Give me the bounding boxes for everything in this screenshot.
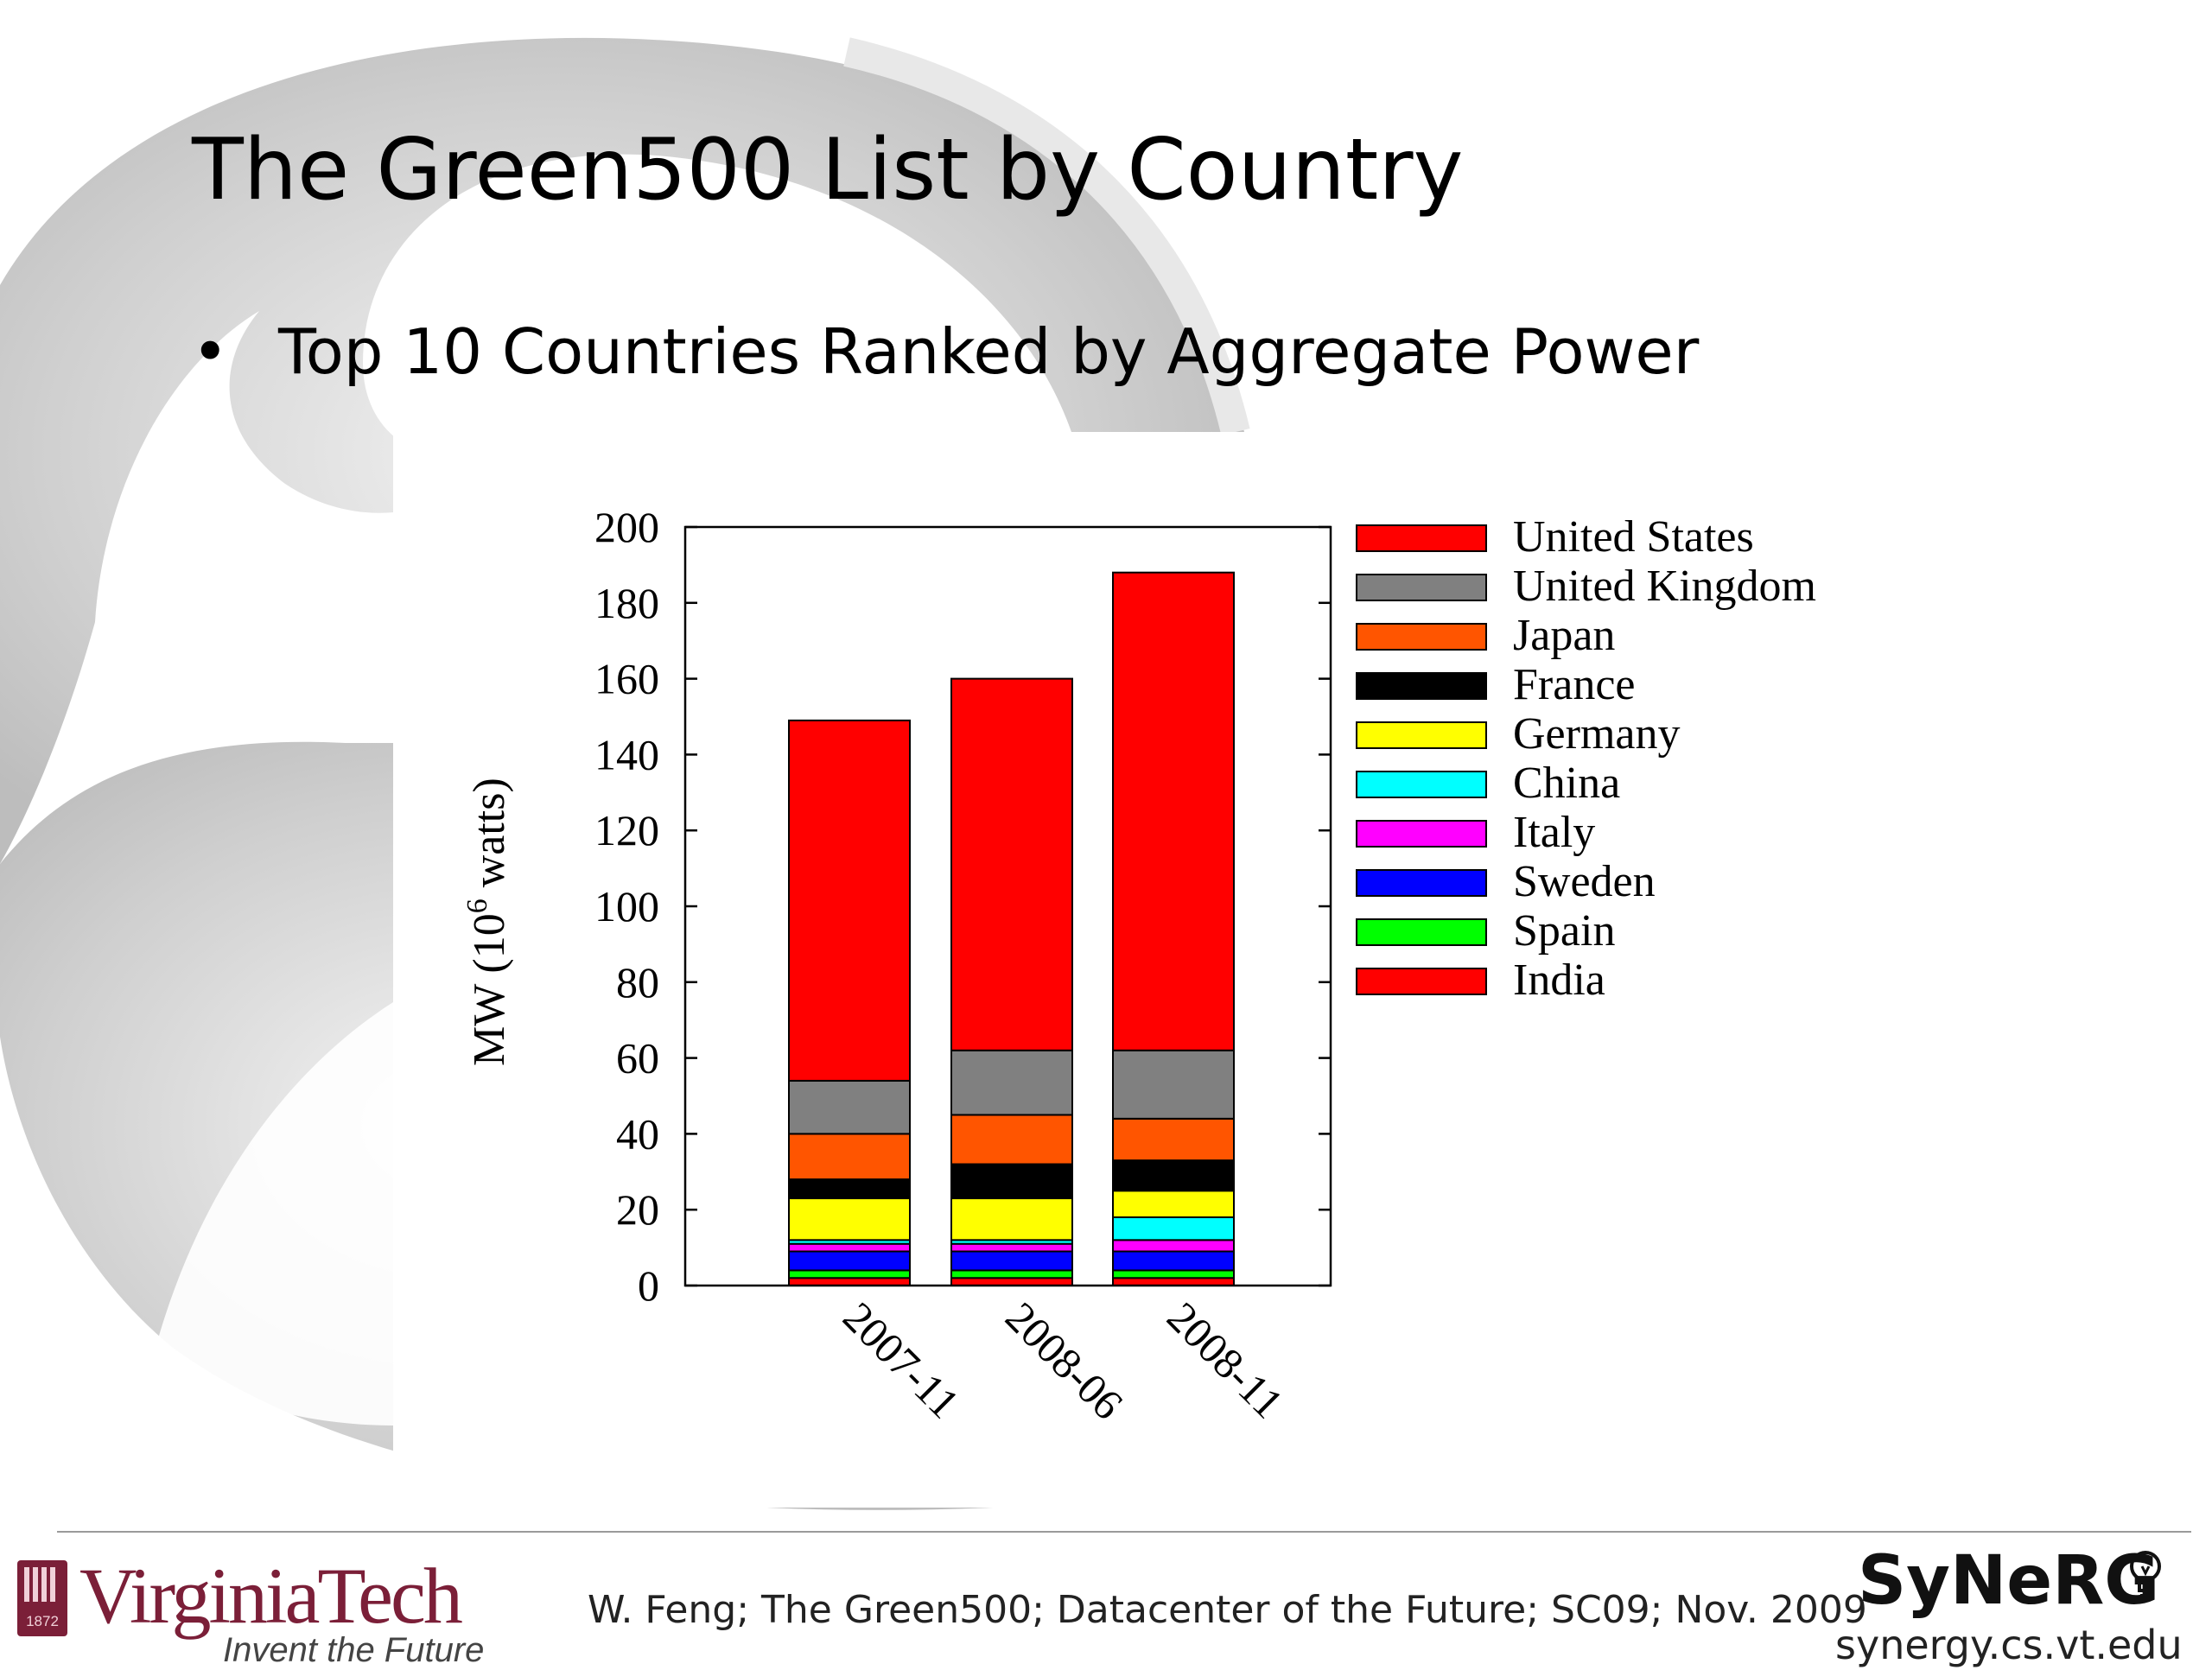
legend-swatch-germany xyxy=(1356,721,1487,749)
bar-sweden-2008-06 xyxy=(950,1250,1073,1272)
footer-citation: W. Feng; The Green500; Datacenter of the… xyxy=(588,1588,1867,1632)
y-axis-label: MW (106 watts) xyxy=(461,778,514,1066)
legend-swatch-italy xyxy=(1356,820,1487,848)
bar-united-kingdom-2008-06 xyxy=(950,1049,1073,1116)
x-axis: 2007-11 2008-06 2008-11 xyxy=(834,1292,1293,1428)
legend-label-united-kingdom: United Kingdom xyxy=(1513,562,1816,611)
legend-swatch-japan xyxy=(1356,623,1487,651)
legend-swatch-sweden xyxy=(1356,869,1487,897)
legend-label-japan: Japan xyxy=(1513,611,1615,660)
footer-divider xyxy=(57,1531,2191,1533)
legend-swatch-spain xyxy=(1356,918,1487,946)
legend-label-china: China xyxy=(1513,759,1620,808)
bar-sweden-2008-11 xyxy=(1112,1250,1235,1272)
y-tick-label: 200 xyxy=(594,503,659,551)
bar-japan-2007-11 xyxy=(788,1133,911,1181)
legend-label-germany: Germany xyxy=(1513,709,1680,759)
y-tick-label: 100 xyxy=(594,882,659,930)
bar-india-2008-11 xyxy=(1112,1277,1235,1286)
chart-panel: 0 20 40 60 80 100 120 140 160 180 200 2007-11 2008-… xyxy=(393,432,1966,1508)
y-tick-label: 80 xyxy=(616,958,659,1006)
bar-france-2007-11 xyxy=(788,1178,911,1200)
bar-germany-2008-06 xyxy=(950,1197,1073,1241)
bar-china-2008-11 xyxy=(1112,1216,1235,1241)
lightbulb-icon xyxy=(2130,1551,2161,1597)
y-tick-label: 160 xyxy=(594,655,659,703)
bar-italy-2007-11 xyxy=(788,1242,911,1253)
synergy-url: synergy.cs.vt.edu xyxy=(1835,1622,2183,1668)
legend-label-spain: Spain xyxy=(1513,906,1615,956)
y-axis-label-exponent: 6 xyxy=(461,898,493,913)
synergy-logo[interactable]: SyNeRG synergy.cs.vt.edu xyxy=(1832,1542,2195,1668)
bar-united-states-2007-11 xyxy=(788,719,911,1082)
vt-tagline: Invent the Future xyxy=(223,1631,485,1669)
vt-shield-icon: 1872 xyxy=(17,1560,67,1636)
y-axis: 0 20 40 60 80 100 120 140 160 180 200 xyxy=(594,503,1331,1310)
bar-italy-2008-11 xyxy=(1112,1239,1235,1253)
bar-sweden-2007-11 xyxy=(788,1250,911,1272)
y-axis-label-tail: watts) xyxy=(465,778,514,898)
bar-united-kingdom-2007-11 xyxy=(788,1079,911,1135)
bullet-dot-icon: • xyxy=(192,315,229,388)
slide-title: The Green500 List by Country xyxy=(192,121,1464,219)
x-tick-label: 2008-06 xyxy=(996,1292,1132,1428)
bar-spain-2008-11 xyxy=(1112,1269,1235,1279)
y-tick-label: 40 xyxy=(616,1109,659,1158)
bar-germany-2007-11 xyxy=(788,1197,911,1241)
legend-swatch-united-states xyxy=(1356,524,1487,552)
bullet-point: • Top 10 Countries Ranked by Aggregate Po… xyxy=(192,315,1699,388)
bar-united-kingdom-2008-11 xyxy=(1112,1049,1235,1120)
bars-group xyxy=(788,571,1235,1286)
bullet-text: Top 10 Countries Ranked by Aggregate Pow… xyxy=(278,315,1700,388)
vt-year: 1872 xyxy=(26,1613,59,1629)
x-tick-label: 2007-11 xyxy=(834,1292,969,1427)
bar-japan-2008-06 xyxy=(950,1114,1073,1165)
bar-germany-2008-11 xyxy=(1112,1190,1235,1218)
y-tick-label: 180 xyxy=(594,579,659,627)
y-tick-label: 0 xyxy=(638,1261,659,1310)
legend-label-india: India xyxy=(1513,956,1605,1005)
bar-india-2007-11 xyxy=(788,1277,911,1286)
legend-label-united-states: United States xyxy=(1513,512,1754,562)
legend-swatch-china xyxy=(1356,771,1487,798)
synergy-name: SyNeRG xyxy=(1858,1542,2160,1620)
bar-united-states-2008-11 xyxy=(1112,571,1235,1051)
legend-label-italy: Italy xyxy=(1513,808,1595,857)
bar-italy-2008-06 xyxy=(950,1242,1073,1253)
y-axis-label-main: MW (10 xyxy=(465,913,514,1066)
y-tick-label: 120 xyxy=(594,806,659,854)
virginia-tech-logo[interactable]: 1872 VirginiaTech Invent the Future xyxy=(16,1552,525,1669)
bar-india-2008-06 xyxy=(950,1277,1073,1286)
legend-label-france: France xyxy=(1513,660,1635,709)
bar-spain-2008-06 xyxy=(950,1269,1073,1279)
bar-japan-2008-11 xyxy=(1112,1117,1235,1162)
bar-spain-2007-11 xyxy=(788,1269,911,1279)
legend-label-sweden: Sweden xyxy=(1513,857,1656,906)
vt-name: VirginiaTech xyxy=(79,1552,463,1640)
bar-france-2008-11 xyxy=(1112,1159,1235,1192)
bar-france-2008-06 xyxy=(950,1163,1073,1200)
legend-swatch-united-kingdom xyxy=(1356,574,1487,601)
legend-swatch-india xyxy=(1356,968,1487,995)
x-tick-label: 2008-11 xyxy=(1158,1292,1293,1427)
y-tick-label: 20 xyxy=(616,1185,659,1234)
bar-united-states-2008-06 xyxy=(950,677,1073,1051)
y-tick-label: 140 xyxy=(594,730,659,778)
legend-swatch-france xyxy=(1356,672,1487,700)
y-tick-label: 60 xyxy=(616,1034,659,1083)
